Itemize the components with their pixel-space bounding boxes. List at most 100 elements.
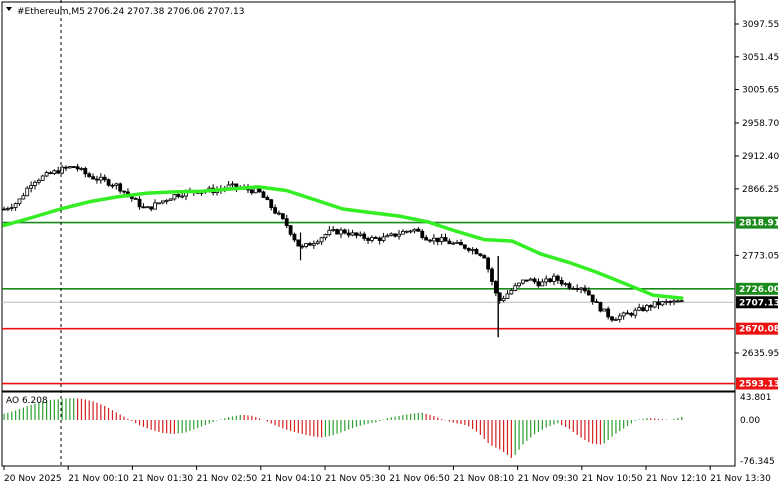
candle xyxy=(648,304,653,311)
candle xyxy=(540,278,545,287)
triangle-down-icon[interactable] xyxy=(6,7,12,11)
candle xyxy=(29,181,34,193)
candle xyxy=(323,233,328,241)
price-tick-label: 3051.45 xyxy=(742,53,779,63)
candle xyxy=(486,256,491,273)
levels-layer: 2818.91 2726.00 2670.08 2593.13 2707.13 xyxy=(2,216,780,390)
candle xyxy=(157,202,161,205)
candle xyxy=(33,180,37,190)
candle xyxy=(160,200,165,205)
candle xyxy=(114,182,119,190)
candle xyxy=(664,299,669,306)
candle xyxy=(311,240,316,249)
candle xyxy=(339,227,343,239)
price-tick-label: 3097.55 xyxy=(742,20,779,30)
candle xyxy=(401,229,405,235)
candle xyxy=(354,232,359,239)
price-tick-label: 2773.05 xyxy=(742,251,779,261)
candle xyxy=(652,301,657,309)
level-tag-label: 2818.91 xyxy=(739,219,780,229)
level-tag xyxy=(736,322,778,335)
candle xyxy=(385,233,390,238)
time-tick-label: 21 Nov 09:30 xyxy=(518,474,579,484)
candle xyxy=(95,175,99,184)
candle xyxy=(559,276,564,287)
candle xyxy=(567,281,572,290)
candle xyxy=(172,194,177,201)
candle xyxy=(614,317,618,321)
candle xyxy=(621,311,626,320)
candle xyxy=(377,236,382,245)
candle xyxy=(575,284,580,292)
candle xyxy=(381,232,386,243)
candle xyxy=(532,277,537,285)
candle xyxy=(478,253,483,257)
candle xyxy=(350,229,355,237)
candle xyxy=(346,229,351,238)
price-tick-label: 2912.40 xyxy=(742,152,779,162)
candle xyxy=(79,167,84,171)
candle xyxy=(52,169,57,176)
candle xyxy=(118,182,123,194)
candle xyxy=(106,178,111,187)
price-tick-label: 2866.25 xyxy=(742,185,779,195)
time-tick-label: 21 Nov 00:10 xyxy=(68,474,129,484)
candle xyxy=(637,303,642,312)
candle xyxy=(83,166,88,178)
candle xyxy=(598,301,603,313)
current-price-label: 2707.13 xyxy=(739,298,780,308)
candle xyxy=(397,230,401,240)
candle xyxy=(490,266,494,286)
time-tick-label: 21 Nov 02:50 xyxy=(197,474,258,484)
candle xyxy=(25,186,30,197)
candle xyxy=(513,282,518,292)
candle xyxy=(482,254,487,259)
price-axis-labels: 3097.55 3051.45 3005.65 2958.70 2912.40 2866.… xyxy=(735,20,779,359)
candle xyxy=(358,231,363,237)
candle xyxy=(459,239,463,246)
level-tag-label: 2670.08 xyxy=(739,325,780,335)
candle xyxy=(5,206,10,212)
candle xyxy=(269,198,274,211)
candle xyxy=(420,229,425,240)
candle xyxy=(416,227,421,232)
candle xyxy=(288,225,293,237)
candle xyxy=(462,244,467,250)
candle xyxy=(304,243,308,249)
candle xyxy=(110,183,115,189)
candle xyxy=(656,298,661,310)
candle xyxy=(606,306,611,320)
candle xyxy=(641,304,645,312)
candle xyxy=(133,197,138,200)
candle xyxy=(137,196,142,210)
price-tick-label: 2958.70 xyxy=(742,119,779,129)
candle xyxy=(579,286,583,294)
candle xyxy=(261,190,266,198)
candle xyxy=(524,279,529,283)
candle xyxy=(610,315,614,323)
candle xyxy=(555,274,560,284)
candle xyxy=(455,239,460,244)
candle xyxy=(393,233,398,238)
time-tick-label: 21 Nov 01:30 xyxy=(132,474,193,484)
candle xyxy=(362,231,367,241)
time-tick-label: 20 Nov 2025 xyxy=(4,474,62,484)
ao-tick-label: -76.345 xyxy=(740,457,775,467)
candle xyxy=(552,273,556,286)
candle xyxy=(424,234,429,241)
candle xyxy=(296,239,301,247)
candle xyxy=(521,279,525,285)
candle xyxy=(451,241,456,246)
time-tick-label: 21 Nov 06:50 xyxy=(389,474,450,484)
candle xyxy=(335,228,339,235)
candle xyxy=(2,206,6,211)
candle xyxy=(292,232,297,243)
candle xyxy=(590,294,595,305)
candle xyxy=(625,309,630,315)
candle xyxy=(443,233,448,242)
candle xyxy=(366,236,370,244)
candle xyxy=(141,203,146,209)
candle xyxy=(44,170,49,177)
time-tick-label: 21 Nov 13:30 xyxy=(710,474,771,484)
